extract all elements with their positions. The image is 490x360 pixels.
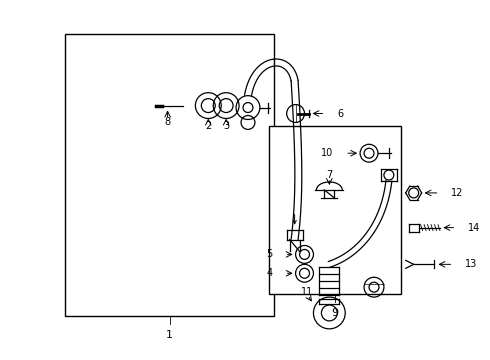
Text: 7: 7 bbox=[326, 170, 333, 180]
Text: 1: 1 bbox=[166, 330, 173, 339]
Text: 6: 6 bbox=[337, 108, 343, 118]
Text: 3: 3 bbox=[223, 121, 229, 131]
Text: 5: 5 bbox=[267, 249, 273, 260]
Text: 9: 9 bbox=[331, 308, 339, 318]
Text: 12: 12 bbox=[451, 188, 464, 198]
Bar bbox=[65, 33, 274, 316]
Text: 2: 2 bbox=[205, 121, 211, 131]
Text: 13: 13 bbox=[466, 259, 478, 269]
Text: 8: 8 bbox=[165, 117, 171, 127]
Text: 14: 14 bbox=[468, 222, 481, 233]
Text: 11: 11 bbox=[301, 287, 314, 297]
Bar bbox=[270, 126, 401, 294]
Text: 10: 10 bbox=[321, 148, 333, 158]
Text: 4: 4 bbox=[267, 268, 273, 278]
